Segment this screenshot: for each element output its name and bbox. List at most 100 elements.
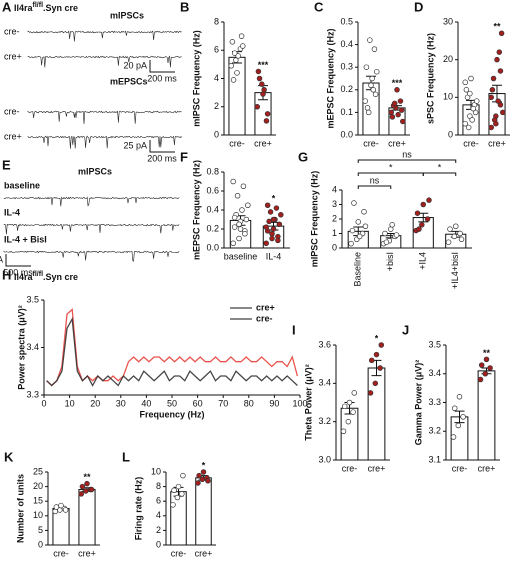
data-point (497, 68, 504, 74)
data-point (88, 486, 95, 493)
x-tick-label: cre+ (195, 548, 213, 558)
data-point (270, 226, 277, 232)
y-tick-label: 0 (332, 242, 337, 252)
y-tick-label: 3.4 (318, 378, 331, 388)
data-point (455, 422, 462, 429)
x-tick-label: IL-4 (266, 251, 282, 261)
y-tick-label: 1 (332, 228, 337, 238)
significance: *** (258, 60, 269, 70)
y-tick-label: 0.2 (340, 84, 353, 94)
bar (477, 370, 496, 461)
y-tick-label: 6 (156, 496, 161, 506)
panel-letter: F (180, 149, 188, 164)
data-point (234, 70, 240, 76)
data-point (383, 239, 390, 245)
x-tick-label: cre+ (368, 463, 386, 473)
data-point (62, 507, 69, 513)
data-point (53, 504, 60, 510)
x-tick-label: +bisI (385, 252, 395, 271)
scale-bar (5, 254, 31, 267)
data-point (451, 405, 458, 412)
data-point (493, 120, 499, 127)
bar (195, 477, 212, 546)
x-tick-label: cre- (463, 138, 479, 148)
data-point (391, 100, 398, 107)
data-point (477, 376, 484, 383)
significance: *** (392, 78, 403, 88)
data-point (414, 210, 421, 216)
panel-letter: I (292, 322, 296, 337)
y-tick-label: 3.5 (26, 294, 39, 304)
y-tick-label: 3.2 (318, 416, 331, 426)
panel-letter: D (414, 0, 423, 14)
data-point (341, 403, 348, 410)
data-point (362, 98, 368, 104)
significance: ** (483, 348, 491, 358)
data-point (494, 56, 500, 63)
scale-label: 200 ms (147, 153, 177, 163)
panel-letter: C (314, 0, 324, 14)
data-point (474, 98, 480, 104)
data-point (350, 409, 356, 415)
data-point (372, 380, 379, 387)
y-tick-label: 4 (214, 73, 219, 83)
data-point (240, 183, 247, 190)
y-tick-label: 6 (214, 45, 219, 55)
significance: ** (493, 22, 501, 32)
data-point (231, 50, 238, 56)
data-point (255, 68, 262, 75)
data-point (340, 428, 347, 435)
x-tick-label: 90 (269, 398, 279, 408)
legend-label: cre- (256, 313, 273, 323)
trace (3, 223, 180, 235)
trace (27, 55, 182, 68)
data-point (243, 216, 250, 223)
data-point (84, 480, 90, 487)
comparison-bracket (357, 185, 392, 189)
data-point (175, 483, 182, 490)
data-point (369, 75, 375, 82)
data-point (398, 107, 405, 113)
data-point (483, 356, 490, 363)
y-tick-label: 25 (33, 466, 43, 476)
data-point (264, 202, 271, 209)
data-point (355, 219, 362, 225)
y-axis-label: Gamma Power (μV)² (413, 360, 423, 446)
data-point (230, 240, 236, 247)
y-tick-label: 3.0 (318, 454, 331, 464)
comparison-label: * (389, 162, 393, 172)
legend-label: cre+ (256, 302, 275, 312)
y-tick-label: 3.5 (428, 339, 441, 349)
data-point (364, 105, 371, 111)
x-tick-label: cre+ (478, 463, 496, 473)
trace (3, 196, 180, 207)
significance: * (272, 194, 276, 204)
data-point (278, 212, 284, 218)
data-point (382, 230, 388, 237)
title-part: Il4ra (14, 272, 34, 282)
significance: * (375, 333, 379, 343)
data-point (388, 109, 394, 116)
data-point (377, 365, 383, 371)
data-point (365, 109, 372, 116)
data-point (78, 491, 84, 497)
data-point (371, 46, 378, 52)
scale-bar (149, 140, 175, 153)
y-tick-label: 2 (156, 525, 161, 535)
panel-letter: E (2, 157, 11, 172)
y-tick-label: 0.4 (206, 204, 219, 214)
scale-label: 500 ms (3, 267, 33, 277)
data-point (276, 221, 283, 228)
x-tick-label: cre+ (388, 138, 406, 148)
y-axis-label: mIPSC Frequency (Hz) (309, 171, 319, 268)
y-axis-label: Theta Power (μV)² (303, 364, 313, 441)
comparison-label: * (438, 162, 442, 172)
row-label: cre- (4, 26, 20, 36)
bar (78, 489, 96, 546)
y-axis-label: mEPSC Frequency (Hz) (325, 28, 335, 128)
data-point (236, 221, 242, 228)
y-tick-label: 4 (156, 510, 161, 520)
data-point (498, 30, 505, 37)
data-point (463, 87, 470, 93)
x-tick-label: 100 (292, 398, 307, 408)
